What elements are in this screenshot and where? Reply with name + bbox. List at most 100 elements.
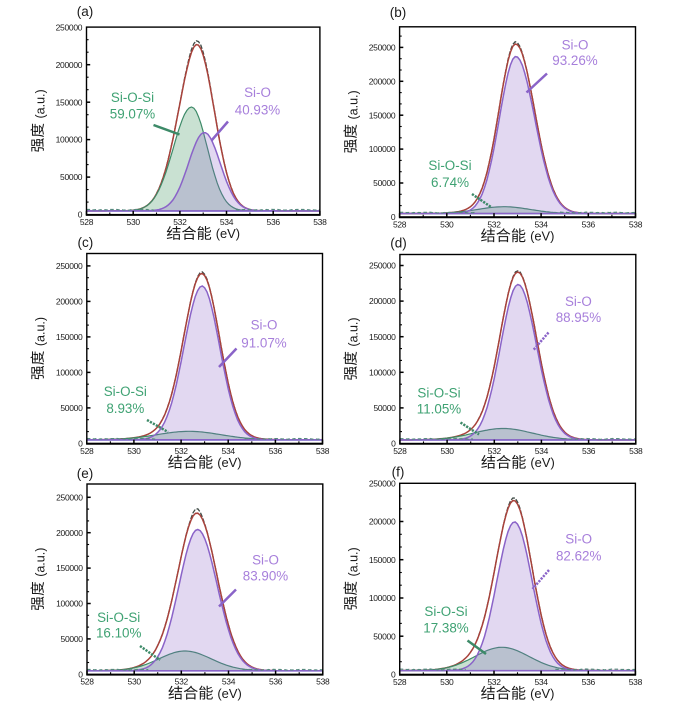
svg-text:0: 0 — [78, 210, 83, 220]
svg-text:534: 534 — [534, 219, 548, 229]
svg-text:(a.u.): (a.u.) — [33, 89, 47, 118]
svg-text:0: 0 — [391, 212, 396, 222]
svg-text:(a.u.): (a.u.) — [33, 317, 47, 346]
svg-text:0: 0 — [78, 439, 83, 449]
svg-text:538: 538 — [629, 677, 643, 687]
svg-text:538: 538 — [313, 217, 327, 227]
svg-text:534: 534 — [222, 446, 236, 456]
svg-text:250000: 250000 — [369, 43, 396, 53]
svg-text:532: 532 — [488, 446, 502, 456]
svg-text:6.74%: 6.74% — [431, 175, 469, 190]
svg-text:530: 530 — [440, 219, 454, 229]
svg-text:250000: 250000 — [56, 22, 83, 32]
svg-text:Si-O-Si: Si-O-Si — [417, 385, 460, 400]
svg-text:93.26%: 93.26% — [552, 53, 598, 68]
svg-text:(eV): (eV) — [530, 686, 554, 701]
svg-text:534: 534 — [535, 446, 549, 456]
svg-text:200000: 200000 — [56, 528, 83, 538]
svg-text:200000: 200000 — [369, 517, 396, 527]
svg-text:100000: 100000 — [56, 599, 83, 609]
svg-text:150000: 150000 — [369, 555, 396, 565]
svg-text:50000: 50000 — [61, 634, 84, 644]
svg-text:534: 534 — [222, 677, 236, 687]
svg-text:50000: 50000 — [373, 178, 396, 188]
svg-text:100000: 100000 — [369, 593, 396, 603]
svg-text:Si-O-Si: Si-O-Si — [424, 604, 467, 619]
svg-text:50000: 50000 — [373, 631, 396, 641]
svg-text:250000: 250000 — [369, 261, 396, 271]
svg-text:530: 530 — [127, 217, 141, 227]
svg-text:(eV): (eV) — [216, 226, 240, 241]
svg-text:82.62%: 82.62% — [556, 549, 602, 564]
svg-text:Si-O: Si-O — [244, 85, 271, 100]
svg-text:532: 532 — [487, 219, 501, 229]
svg-text:Si-O: Si-O — [565, 532, 592, 547]
svg-text:83.90%: 83.90% — [243, 569, 289, 584]
svg-text:150000: 150000 — [56, 563, 83, 573]
svg-text:200000: 200000 — [369, 76, 396, 86]
svg-text:538: 538 — [629, 219, 643, 229]
svg-text:538: 538 — [316, 677, 330, 687]
svg-text:150000: 150000 — [56, 332, 83, 342]
svg-text:8.93%: 8.93% — [106, 401, 144, 416]
svg-text:150000: 150000 — [369, 332, 396, 342]
svg-text:528: 528 — [80, 677, 94, 687]
svg-text:528: 528 — [80, 217, 94, 227]
svg-text:(eV): (eV) — [530, 229, 554, 244]
svg-text:11.05%: 11.05% — [417, 402, 462, 417]
svg-text:536: 536 — [582, 219, 596, 229]
svg-text:Si-O: Si-O — [562, 37, 589, 52]
svg-text:0: 0 — [78, 669, 83, 679]
svg-text:50000: 50000 — [60, 172, 83, 182]
svg-text:536: 536 — [267, 217, 281, 227]
svg-text:528: 528 — [393, 446, 407, 456]
svg-text:(a.u.): (a.u.) — [346, 317, 360, 346]
svg-text:0: 0 — [391, 670, 396, 680]
svg-text:528: 528 — [80, 446, 94, 456]
svg-text:530: 530 — [440, 677, 454, 687]
svg-text:Si-O-Si: Si-O-Si — [97, 610, 140, 625]
svg-text:100000: 100000 — [56, 135, 83, 145]
svg-text:530: 530 — [128, 677, 142, 687]
svg-text:(c): (c) — [78, 235, 94, 250]
svg-text:150000: 150000 — [369, 110, 396, 120]
svg-text:100000: 100000 — [369, 144, 396, 154]
svg-text:(f): (f) — [392, 465, 405, 480]
svg-text:(eV): (eV) — [217, 686, 241, 701]
svg-text:Si-O-Si: Si-O-Si — [111, 90, 154, 105]
svg-text:536: 536 — [269, 677, 283, 687]
svg-text:17.38%: 17.38% — [423, 621, 469, 636]
svg-text:Si-O: Si-O — [252, 553, 279, 568]
svg-text:Si-O: Si-O — [565, 294, 592, 309]
svg-text:200000: 200000 — [369, 296, 396, 306]
svg-text:532: 532 — [173, 217, 187, 227]
svg-text:250000: 250000 — [369, 478, 396, 488]
svg-text:(a.u.): (a.u.) — [33, 548, 47, 577]
svg-text:200000: 200000 — [56, 297, 83, 307]
svg-text:100000: 100000 — [56, 368, 83, 378]
svg-text:(b): (b) — [390, 5, 407, 20]
svg-text:(eV): (eV) — [530, 455, 554, 470]
svg-text:250000: 250000 — [56, 261, 83, 271]
svg-text:50000: 50000 — [60, 403, 83, 413]
svg-text:534: 534 — [534, 677, 548, 687]
svg-text:532: 532 — [174, 446, 188, 456]
svg-text:250000: 250000 — [56, 492, 83, 502]
svg-text:(a): (a) — [77, 4, 94, 19]
svg-text:100000: 100000 — [369, 367, 396, 377]
svg-text:Si-O-Si: Si-O-Si — [428, 158, 471, 173]
svg-text:(a.u.): (a.u.) — [346, 547, 360, 576]
svg-text:(a.u.): (a.u.) — [346, 90, 360, 119]
svg-text:16.10%: 16.10% — [96, 626, 142, 641]
svg-text:91.07%: 91.07% — [241, 336, 287, 351]
svg-text:200000: 200000 — [56, 60, 83, 70]
svg-text:59.07%: 59.07% — [110, 106, 156, 121]
svg-text:Si-O: Si-O — [251, 318, 278, 333]
svg-text:534: 534 — [220, 217, 234, 227]
svg-text:(eV): (eV) — [217, 455, 241, 470]
svg-text:0: 0 — [391, 439, 396, 449]
svg-text:528: 528 — [393, 677, 407, 687]
svg-text:532: 532 — [487, 677, 501, 687]
svg-text:(d): (d) — [390, 235, 407, 250]
svg-text:536: 536 — [582, 677, 596, 687]
